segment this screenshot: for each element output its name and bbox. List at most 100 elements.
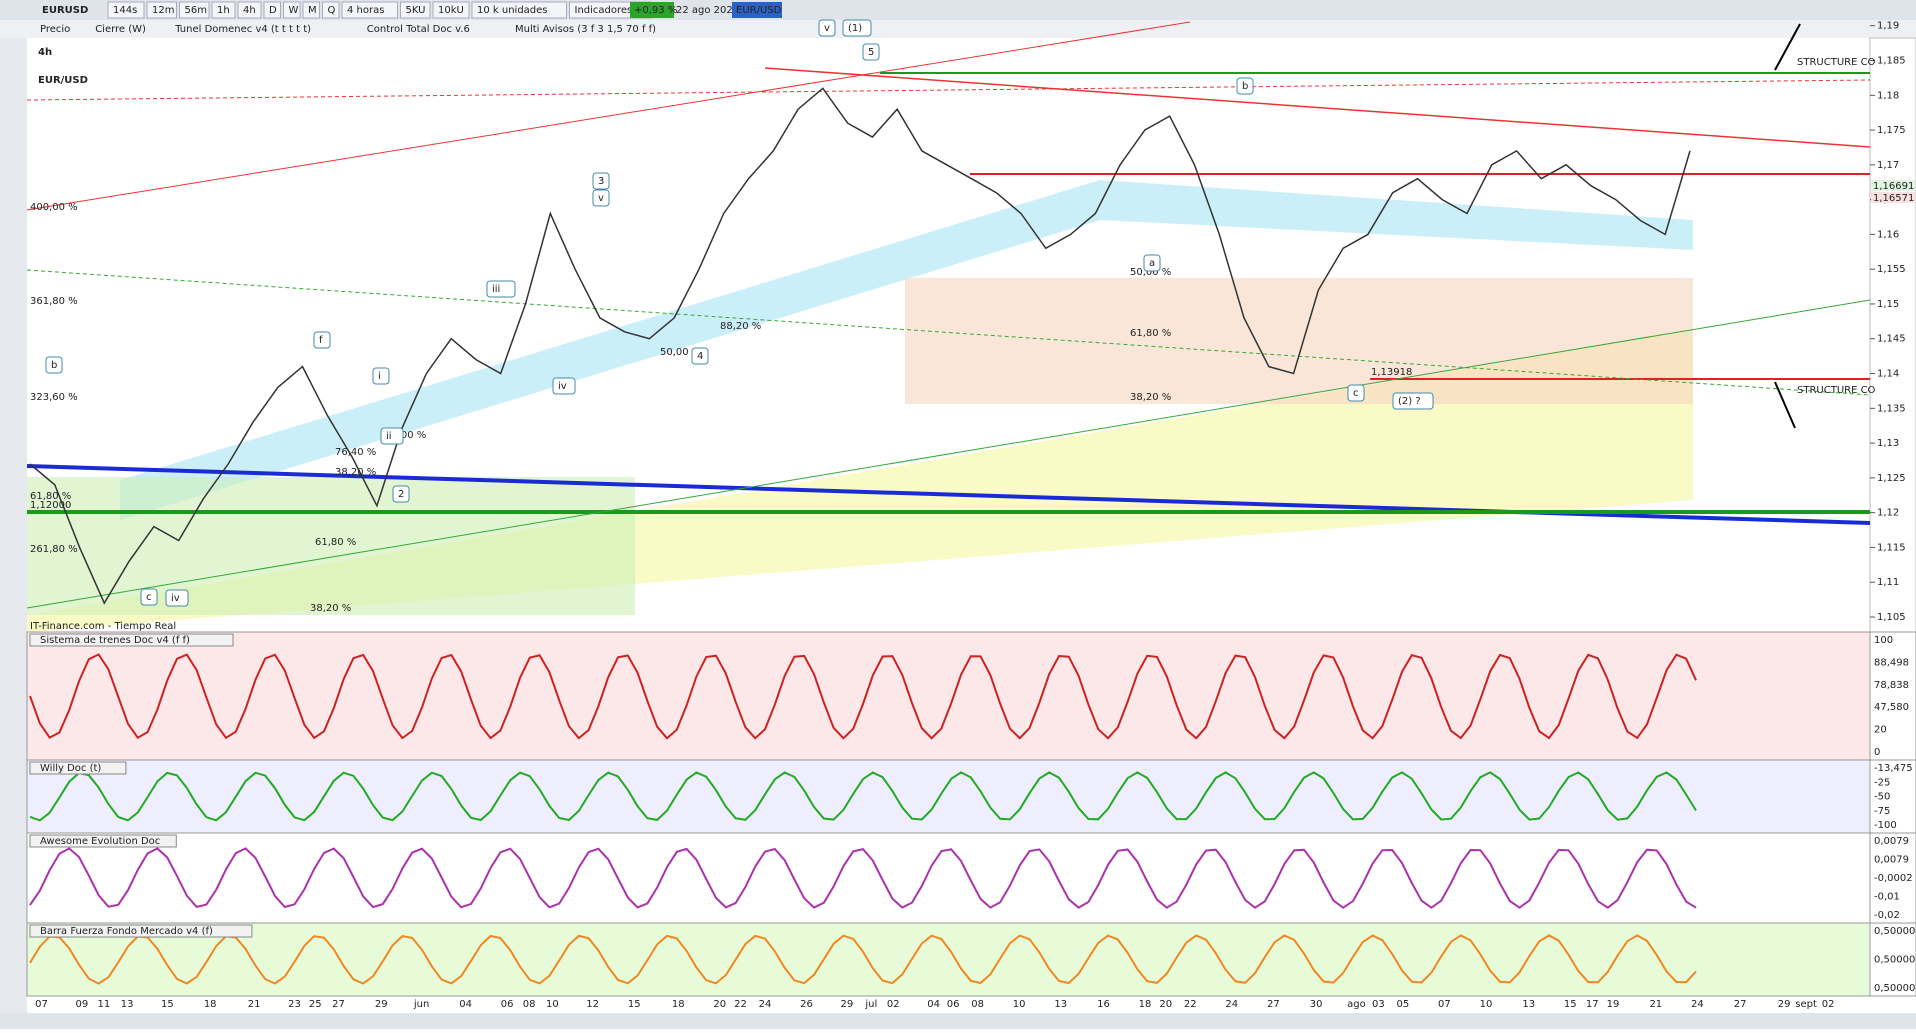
wave-box bbox=[1347, 384, 1365, 402]
date-label: ago bbox=[1347, 999, 1366, 1010]
annotation: 38,20 % bbox=[335, 467, 376, 478]
toolbar-button-label[interactable]: 56m bbox=[185, 5, 207, 16]
date-label: 25 bbox=[309, 999, 322, 1010]
wave-label: 4 bbox=[697, 351, 703, 362]
toolbar-button-label[interactable]: 1h bbox=[217, 5, 230, 16]
annotation: 1,13918 bbox=[1371, 367, 1412, 378]
toolbar-button-label[interactable]: Indicadores bbox=[575, 5, 633, 16]
wave-box bbox=[862, 43, 880, 61]
price-tick-label: 1,175 bbox=[1877, 125, 1906, 136]
symbol: EURUSD bbox=[42, 5, 88, 16]
date-label: 21 bbox=[1649, 999, 1662, 1010]
date-label: jun bbox=[413, 999, 429, 1010]
date-label: 27 bbox=[1267, 999, 1280, 1010]
date-label: 16 bbox=[1097, 999, 1110, 1010]
toolbar-button[interactable] bbox=[263, 1, 281, 19]
wave-label: ii bbox=[386, 431, 392, 442]
toolbar-button[interactable] bbox=[400, 1, 431, 19]
date-label: 18 bbox=[1139, 999, 1152, 1010]
wave-box bbox=[313, 331, 331, 349]
annotation: 323,60 % bbox=[30, 392, 78, 403]
date-label: 04 bbox=[927, 999, 940, 1010]
toolbar-button-label[interactable]: D bbox=[269, 5, 277, 16]
toolbar-button[interactable] bbox=[211, 1, 236, 19]
toolbar-button-label[interactable]: W bbox=[289, 5, 299, 16]
price-tick-label: 1,18 bbox=[1877, 90, 1899, 101]
date-label: 11 bbox=[98, 999, 111, 1010]
wave-box bbox=[486, 280, 516, 298]
toolbar-button[interactable] bbox=[432, 1, 470, 19]
panel-axis-label: 20 bbox=[1874, 725, 1887, 736]
panel-title-bg bbox=[29, 761, 127, 775]
panel-axis-label: 0 bbox=[1874, 747, 1880, 758]
wave-label: b bbox=[1242, 81, 1248, 92]
annotation: 361,80 % bbox=[30, 296, 78, 307]
toolbar-button[interactable] bbox=[302, 1, 320, 19]
indicator[interactable]: Cierre (W) bbox=[95, 24, 146, 35]
date-label: 12 bbox=[586, 999, 599, 1010]
date-label: 13 bbox=[1054, 999, 1067, 1010]
annotation: 261,80 % bbox=[30, 544, 78, 555]
wave-label: c bbox=[146, 592, 152, 603]
annotation: STRUCTURE CO bbox=[1797, 57, 1876, 68]
date-label: 24 bbox=[1691, 999, 1704, 1010]
date-label: 03 bbox=[1372, 999, 1385, 1010]
price-tick-label: 1,16 bbox=[1877, 229, 1899, 240]
change: +0,93 % bbox=[634, 5, 677, 16]
toolbar-button[interactable] bbox=[179, 1, 210, 19]
date-label: 04 bbox=[459, 999, 472, 1010]
change-badge bbox=[630, 2, 674, 18]
wave-label: v bbox=[598, 193, 604, 204]
panel-title-bg bbox=[29, 834, 177, 848]
toolbar-button[interactable] bbox=[107, 1, 145, 19]
toolbar-button-label[interactable]: M bbox=[308, 5, 317, 16]
toolbar-button-label[interactable]: 4h bbox=[243, 5, 256, 16]
price-tick-label: 1,15 bbox=[1877, 299, 1899, 310]
panel-axis-label: 0,50000 bbox=[1874, 983, 1915, 994]
toolbar-button-label[interactable]: 10kU bbox=[438, 5, 464, 16]
indicator-line bbox=[29, 934, 1697, 985]
annotation: 88,20 % bbox=[720, 321, 761, 332]
annotation: 38,20 % bbox=[1130, 392, 1171, 403]
indicator[interactable]: Precio bbox=[40, 24, 70, 35]
toolbar-button-label[interactable]: 5KU bbox=[406, 5, 426, 16]
indicator[interactable]: Control Total Doc v.6 bbox=[367, 24, 470, 35]
panel-axis-label: -75 bbox=[1874, 806, 1890, 817]
wave-box bbox=[842, 19, 872, 37]
price-badge bbox=[1871, 192, 1915, 203]
toolbar-button[interactable] bbox=[341, 1, 398, 19]
toolbar-button-label[interactable]: 12m bbox=[152, 5, 174, 16]
date-label: 22 bbox=[734, 999, 747, 1010]
toolbar-button[interactable] bbox=[471, 1, 567, 19]
date: 22 ago 2025 bbox=[676, 5, 739, 16]
toolbar-button[interactable] bbox=[146, 1, 177, 19]
date-label: 24 bbox=[759, 999, 772, 1010]
panel bbox=[26, 832, 1871, 924]
toolbar-button[interactable] bbox=[322, 1, 340, 19]
wave-box bbox=[45, 356, 63, 374]
date-label: 26 bbox=[800, 999, 813, 1010]
toolbar-button-label[interactable]: Q bbox=[328, 5, 336, 16]
indicator-line bbox=[29, 847, 1697, 909]
wave-label: v bbox=[824, 23, 830, 34]
wave-box bbox=[1392, 392, 1434, 410]
date-label: 29 bbox=[1778, 999, 1791, 1010]
wave-box bbox=[380, 427, 404, 445]
price-tick-label: 1,19 bbox=[1877, 21, 1899, 32]
date-label: 13 bbox=[1522, 999, 1535, 1010]
toolbar-button-label[interactable]: 144s bbox=[113, 5, 137, 16]
date-label: 07 bbox=[35, 999, 48, 1010]
toolbar-button[interactable] bbox=[237, 1, 262, 19]
panel-axis-label: -0,0002 bbox=[1874, 873, 1913, 884]
annotation: STRUCTURE CO bbox=[1797, 385, 1876, 396]
panel-axis-label: 78,838 bbox=[1874, 680, 1909, 691]
annotation: 50,00 % bbox=[1130, 267, 1171, 278]
toolbar-button-label[interactable]: 4 horas bbox=[347, 5, 384, 16]
toolbar-button-label[interactable]: 10 k unidades bbox=[477, 5, 548, 16]
panel-title: Awesome Evolution Doc bbox=[40, 836, 160, 847]
date-label: 08 bbox=[971, 999, 984, 1010]
indicator[interactable]: Tunel Domenec v4 (t t t t t) bbox=[174, 24, 311, 35]
price-line bbox=[29, 87, 1691, 605]
indicator[interactable]: Multi Avisos (3 f 3 1,5 70 f f) bbox=[515, 24, 656, 35]
toolbar-button[interactable] bbox=[283, 1, 301, 19]
